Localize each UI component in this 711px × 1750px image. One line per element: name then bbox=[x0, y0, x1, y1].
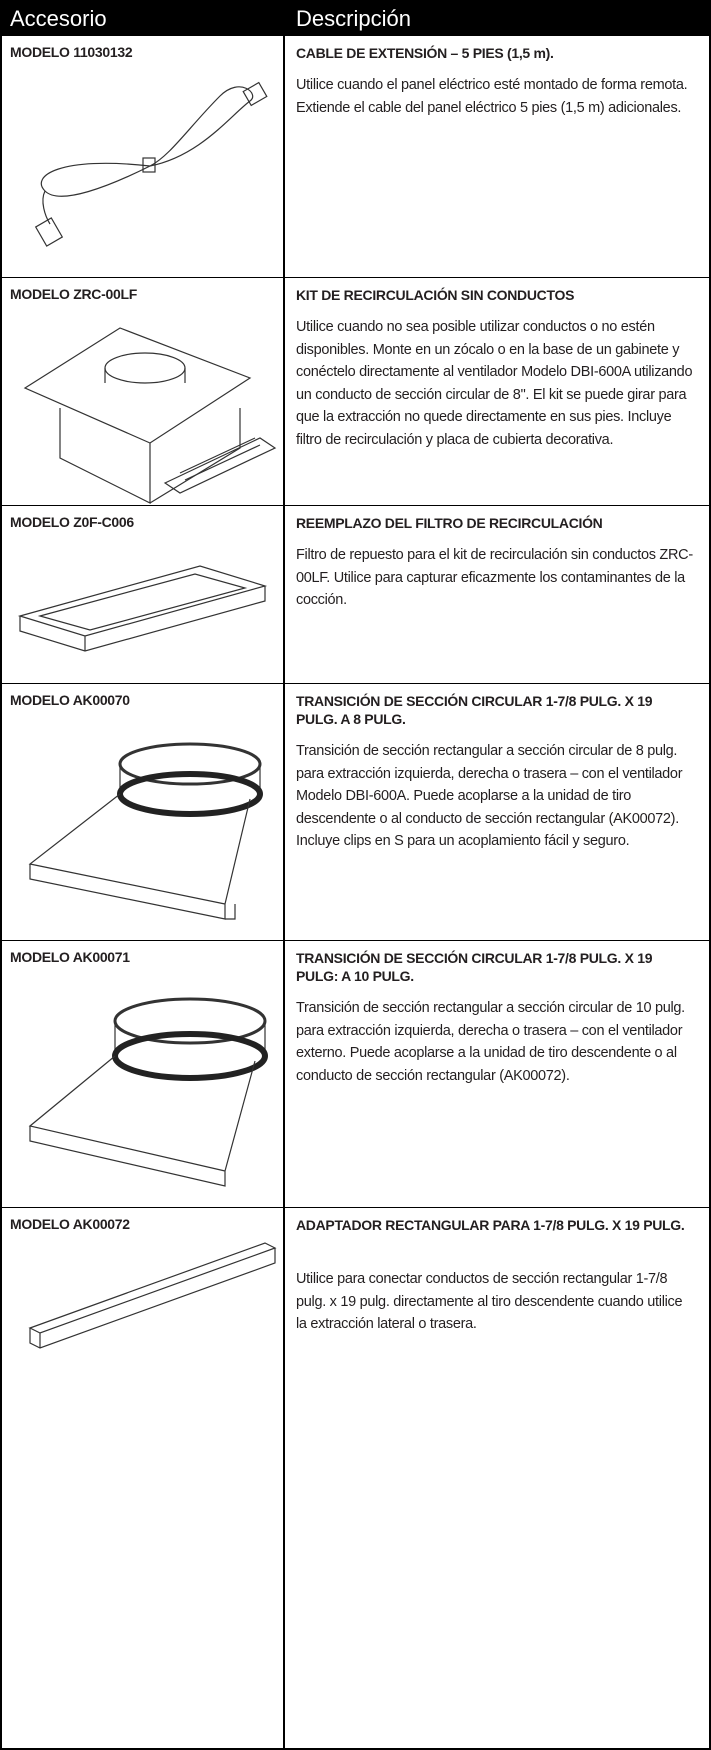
description: Transición de sección rectangular a secc… bbox=[296, 743, 683, 849]
header-cell: Descripción bbox=[283, 0, 711, 35]
description: Utilice para conectar conductos de secci… bbox=[296, 1271, 683, 1332]
recirculation-kit-illustration bbox=[23, 327, 277, 504]
cable-illustration bbox=[34, 81, 268, 247]
model: MODELO AK00071 bbox=[10, 949, 130, 965]
description: Filtro de repuesto para el kit de recirc… bbox=[296, 547, 693, 608]
title: REEMPLAZO DEL FILTRO DE RECIRCULACIÓN bbox=[296, 515, 603, 531]
title: ADAPTADOR RECTANGULAR PARA 1-7/8 PULG. X… bbox=[296, 1217, 685, 1233]
table-row: MODELO ZRC-00LF KIT DE RECIRCULACIÓN SIN… bbox=[0, 277, 711, 505]
title: TRANSICIÓN DE SECCIÓN CIRCULAR 1-7/8 PUL… bbox=[296, 693, 653, 727]
model: MODELO AK00072 bbox=[10, 1216, 130, 1232]
table-row: MODELO AK00071 TRANSICIÓN DE SECCIÓN CIR… bbox=[0, 940, 711, 1207]
header-cell: Accesorio bbox=[0, 0, 283, 35]
table-row: MODELO AK00072 ADAPTADOR RECTANGULAR PAR… bbox=[0, 1207, 711, 1750]
transition-illustration bbox=[28, 742, 263, 920]
adapter-illustration bbox=[28, 1242, 277, 1349]
table-row: MODELO Z0F-C006 REEMPLAZO DEL FILTRO DE … bbox=[0, 505, 711, 683]
title: CABLE DE EXTENSIÓN – 5 PIES (1,5 m). bbox=[296, 45, 554, 61]
title: KIT DE RECIRCULACIÓN SIN CONDUCTOS bbox=[296, 287, 575, 303]
model: MODELO ZRC-00LF bbox=[10, 286, 137, 302]
column-divider bbox=[283, 0, 285, 1750]
table-row: MODELO AK00070 TRANSICIÓN DE SECCIÓN CIR… bbox=[0, 683, 711, 940]
description: Utilice cuando el panel eléctrico esté m… bbox=[296, 77, 688, 116]
transition-illustration bbox=[28, 997, 268, 1187]
title: TRANSICIÓN DE SECCIÓN CIRCULAR 1-7/8 PUL… bbox=[296, 950, 653, 984]
model: MODELO Z0F-C006 bbox=[10, 514, 134, 530]
table-row: MODELO 11030132 CABLE DE EXTENSIÓN – 5 P… bbox=[0, 35, 711, 277]
model: MODELO AK00070 bbox=[10, 692, 130, 708]
filter-illustration bbox=[17, 565, 268, 652]
description: Utilice cuando no sea posible utilizar c… bbox=[296, 319, 693, 448]
description: Transición de sección rectangular a secc… bbox=[296, 1000, 685, 1084]
model: MODELO 11030132 bbox=[10, 44, 133, 60]
